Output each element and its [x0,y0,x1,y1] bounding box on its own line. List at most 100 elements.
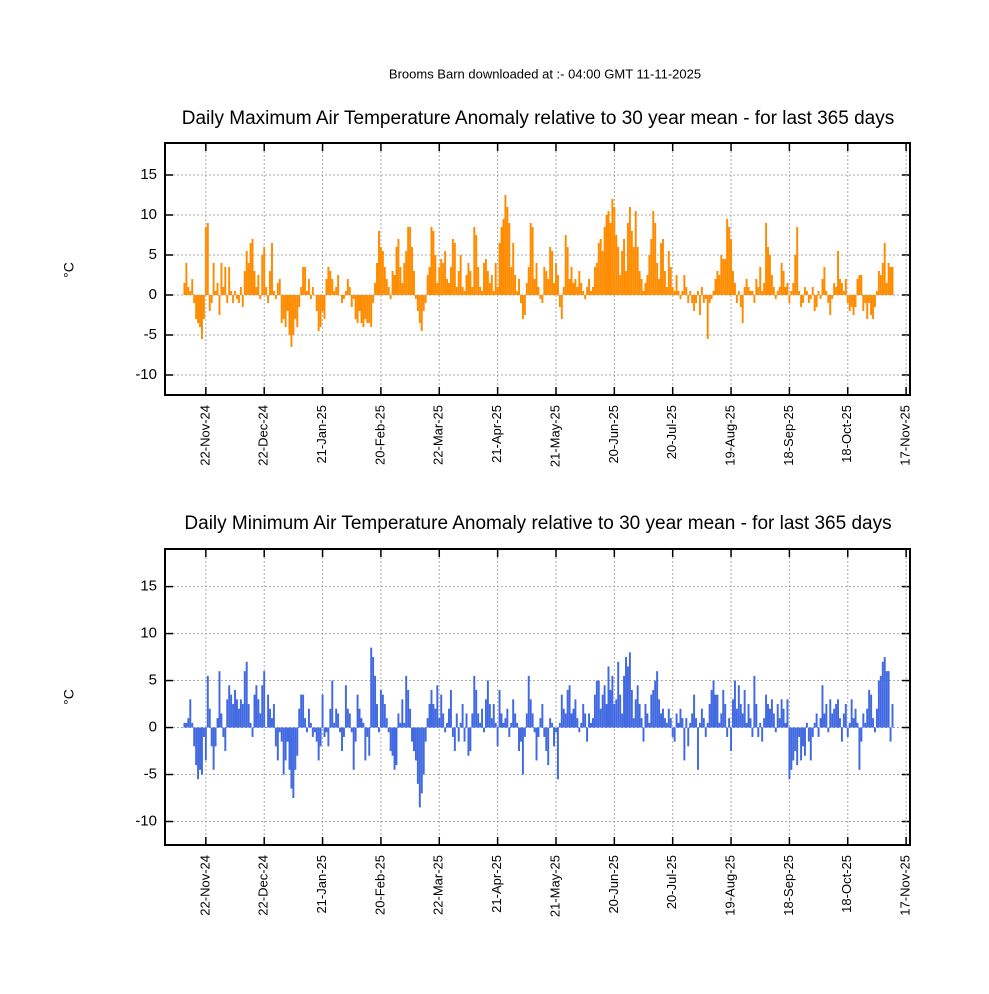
bar [842,713,845,728]
bar [556,727,559,780]
bar [342,727,345,737]
bar [381,251,384,295]
bar [191,279,194,295]
bar [642,291,645,295]
bar [644,283,647,295]
bar [317,727,320,761]
bar [407,227,410,295]
bar [652,689,655,728]
bar [199,727,201,770]
bar [282,727,285,775]
bar [840,283,843,295]
bar [601,694,604,728]
bar [292,727,295,799]
chart-title: Daily Minimum Air Temperature Anomaly re… [184,513,891,534]
bar [553,727,556,747]
y-axis-label: °C [61,689,77,705]
bar [685,287,688,295]
bar [881,661,884,728]
bar [469,727,472,752]
bar [613,704,616,728]
bar [325,279,328,295]
bar [352,727,355,770]
bar [582,291,585,295]
bar [658,699,661,728]
bar [615,235,618,295]
bar [490,718,493,728]
bar [597,680,600,728]
bar [718,722,721,728]
bar [850,699,853,728]
bar [685,718,688,728]
bar [802,727,804,747]
bar [656,671,659,728]
bar [235,699,238,728]
bar [632,247,635,295]
bar [471,287,474,295]
bar [564,713,567,728]
bar [360,718,363,728]
bar [483,263,485,295]
bar [807,295,810,303]
bar [405,251,408,295]
bar [484,259,487,295]
bar [426,275,429,295]
bar [591,718,594,728]
bar [239,699,242,728]
bar [228,685,231,728]
bar [354,727,357,742]
bar [459,255,462,295]
bar [883,243,886,295]
bar [774,727,777,733]
bar [467,263,470,295]
bar [356,694,359,728]
bar [663,271,666,295]
bar [519,295,522,303]
bar [237,295,240,303]
bar [420,295,423,331]
bar [271,243,273,295]
bar [864,295,867,303]
bar [444,727,447,733]
bar [259,295,262,299]
bar [613,207,616,295]
bar [235,295,238,299]
bar [704,295,707,299]
bar [486,271,489,295]
bar [868,689,871,728]
bar [358,295,361,311]
bar [523,295,526,315]
bar [619,275,622,295]
bar [284,727,287,761]
bar [660,713,662,728]
bar [615,699,618,728]
bar [780,263,783,295]
bar [646,275,649,295]
bar [887,263,890,295]
bar [512,699,515,728]
bar [718,275,721,295]
x-tick-label: 21-Apr-25 [489,855,504,913]
bar [681,718,684,728]
x-tick-label: 21-May-25 [547,405,562,467]
bar [195,295,198,319]
bar [578,271,581,295]
bar [574,699,577,728]
bar [737,291,740,295]
bar [218,671,221,728]
bar [407,689,410,728]
bar [471,713,474,728]
bar [671,727,674,737]
bar [411,727,414,742]
bar [377,231,380,295]
bar [726,219,729,295]
bar [465,275,468,295]
bar [253,271,256,295]
bar [537,287,540,295]
bar [502,219,505,295]
bar [243,271,246,295]
bar [821,279,824,295]
bar [605,704,608,728]
bar [558,295,561,307]
bar [850,295,853,307]
